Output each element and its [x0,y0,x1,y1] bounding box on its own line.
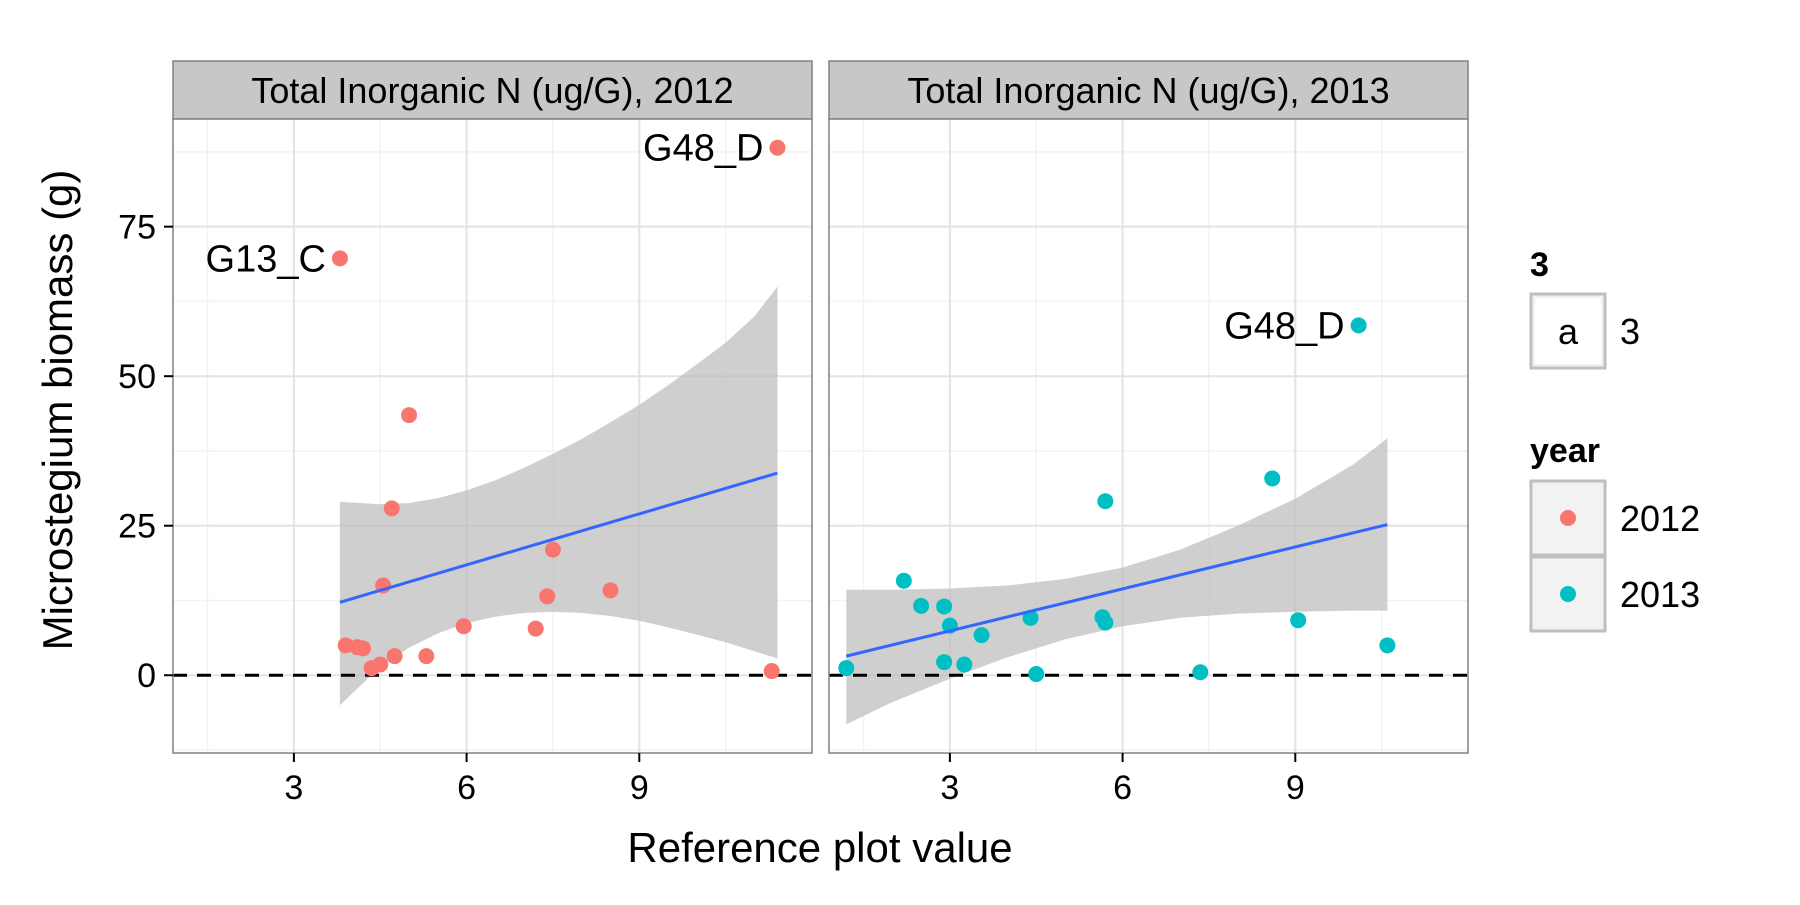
legend-point-2013 [1560,586,1576,602]
x-tick-label: 3 [940,769,959,807]
x-tick-label: 9 [1286,769,1305,807]
legend-point-2012 [1560,510,1576,526]
point-label: G13_C [206,238,326,280]
legend-entry-label: 2013 [1620,574,1700,615]
data-point [1028,666,1045,683]
confidence-ribbon [339,286,778,706]
legend-key-inner [1535,298,1601,364]
data-point [1097,614,1114,631]
legend-title: year [1530,432,1600,470]
legend-title: 3 [1530,246,1549,284]
legend-layer: 3a 3 year 2012 2013 [1529,246,1700,633]
legend-entry-label: 2012 [1620,498,1700,539]
data-point [838,660,855,677]
data-point [331,250,348,267]
data-point [1192,664,1209,681]
data-point [763,663,780,680]
panel-border [172,118,813,754]
data-point [956,656,973,673]
data-point [527,620,544,637]
data-point [354,640,371,657]
data-point [363,660,380,677]
panel-strip [172,60,813,120]
y-axis-title: Microstegium biomass (g) [34,170,81,651]
regression-line [339,471,778,604]
data-point [769,139,786,156]
data-point [418,648,435,665]
panel-strip-title: Total Inorganic N (ug/G), 2013 [907,70,1389,111]
data-point [973,627,990,644]
x-tick-label: 3 [284,769,303,807]
panel-2013: Total Inorganic N (ug/G), 2013 G48_D 3 6 9 [828,60,1469,807]
y-tick-label: 0 [137,657,156,695]
data-point [602,582,619,599]
y-tick-label: 25 [118,508,156,546]
data-point [539,588,556,605]
panels-layer: Total Inorganic N (ug/G), 2012 G13_C G48_D… [118,60,1469,807]
regression-line [845,523,1388,658]
point-label: G48_D [643,128,763,170]
panel-border [828,118,1469,754]
data-point [1264,470,1281,487]
axis-layer: Microstegium biomass (g) Reference plot … [34,170,1013,871]
panel-2012: Total Inorganic N (ug/G), 2012 G13_C G48_D… [118,60,813,807]
x-tick-label: 9 [630,769,649,807]
x-tick-label: 6 [457,769,476,807]
data-point [386,648,403,665]
x-axis-title: Reference plot value [627,824,1012,871]
data-point [1350,317,1367,334]
data-point [401,407,418,424]
legend-key-glyph: a [1558,311,1579,352]
data-point [544,541,561,558]
y-tick-label: 75 [118,209,156,247]
y-tick-label: 50 [118,358,156,396]
confidence-ribbon [846,438,1388,725]
data-point [383,500,400,517]
data-point [1290,612,1307,629]
x-tick-label: 6 [1113,769,1132,807]
data-point [1097,493,1114,510]
data-point [455,618,472,635]
legend-entry-label: 3 [1620,311,1640,352]
data-point [895,572,912,589]
data-point [936,598,953,615]
point-label: G48_D [1224,305,1344,347]
data-point [936,654,953,671]
data-point [913,597,930,614]
panel-strip-title: Total Inorganic N (ug/G), 2012 [251,70,733,111]
data-point [1379,637,1396,654]
